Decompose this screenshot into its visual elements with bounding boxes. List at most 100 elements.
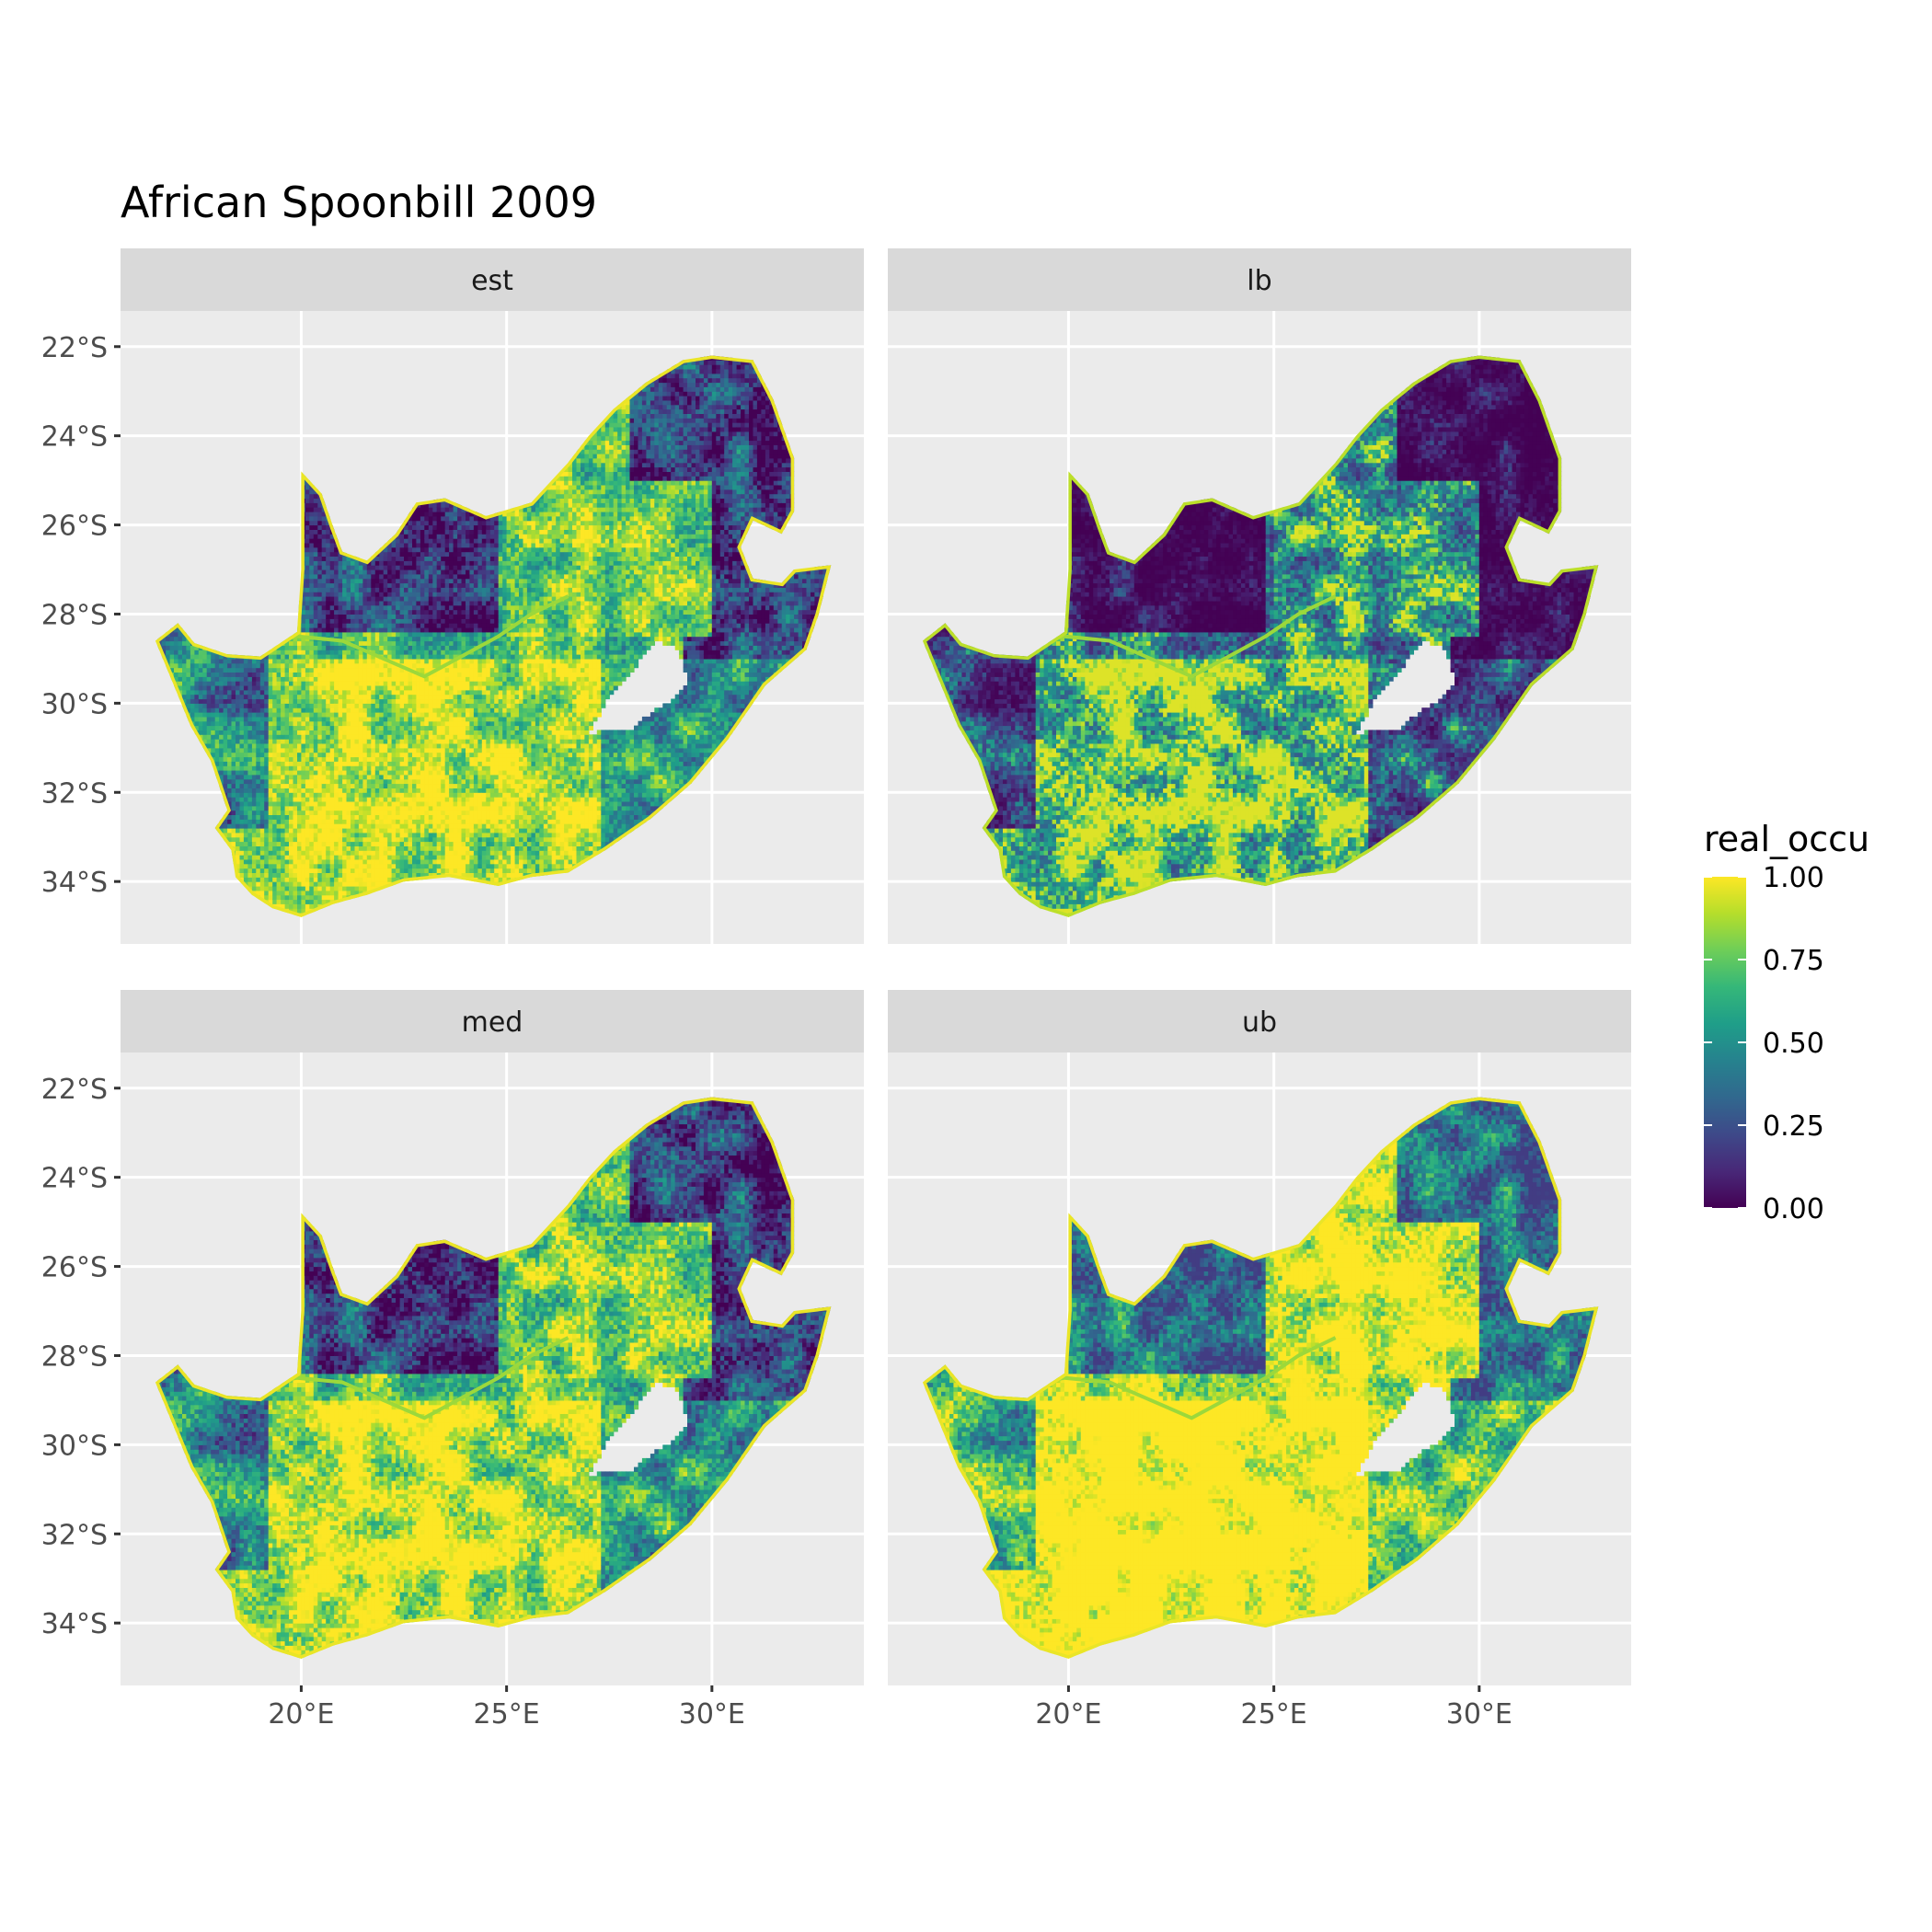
raster-cell: [449, 618, 454, 624]
raster-cell: [416, 667, 421, 673]
raster-cell: [259, 662, 265, 669]
raster-cell: [366, 886, 372, 891]
raster-cell: [309, 712, 315, 718]
raster-cell: [374, 658, 380, 664]
raster-cell: [259, 743, 265, 749]
raster-cell: [387, 569, 393, 575]
raster-cell: [387, 650, 393, 655]
raster-cell: [259, 720, 265, 727]
raster-cell: [461, 832, 466, 838]
raster-cell: [420, 792, 425, 798]
raster-cell: [182, 685, 188, 691]
raster-cell: [432, 662, 438, 669]
raster-cell: [453, 703, 458, 708]
raster-cell: [313, 546, 318, 553]
raster-cell: [399, 565, 405, 570]
raster-cell: [436, 582, 442, 588]
raster-cell: [243, 770, 248, 776]
raster-cell: [444, 855, 450, 860]
raster-cell: [383, 604, 388, 611]
raster-cell: [338, 645, 343, 650]
raster-cell: [289, 694, 294, 700]
raster-cell: [206, 676, 212, 682]
raster-cell: [346, 712, 351, 718]
raster-cell: [420, 542, 425, 548]
raster-cell: [399, 747, 405, 753]
raster-cell: [231, 662, 236, 669]
raster-cell: [351, 716, 356, 722]
raster-cell: [408, 623, 413, 628]
raster-cell: [272, 823, 278, 829]
raster-cell: [351, 573, 356, 580]
raster-cell: [436, 703, 442, 708]
raster-cell: [276, 863, 282, 869]
raster-cell: [284, 739, 290, 744]
raster-cell: [190, 662, 195, 669]
raster-cell: [342, 573, 348, 580]
raster-cell: [326, 720, 331, 727]
raster-cell: [453, 604, 458, 611]
raster-cell: [317, 600, 323, 606]
raster-cell: [436, 573, 442, 580]
raster-cell: [469, 734, 475, 740]
raster-cell: [358, 788, 363, 793]
raster-cell: [453, 592, 458, 597]
raster-cell: [239, 801, 245, 807]
raster-cell: [329, 819, 335, 824]
raster-cell: [251, 823, 257, 829]
raster-cell: [231, 836, 236, 843]
raster-cell: [289, 783, 294, 788]
raster-cell: [408, 614, 413, 619]
raster-cell: [424, 770, 430, 776]
raster-cell: [424, 778, 430, 785]
raster-cell: [351, 743, 356, 749]
raster-cell: [436, 640, 442, 646]
raster-cell: [432, 819, 438, 824]
raster-cell: [329, 712, 335, 718]
raster-cell: [374, 631, 380, 638]
raster-cell: [293, 819, 298, 824]
raster-cell: [399, 845, 405, 851]
raster-cell: [247, 836, 253, 843]
raster-cell: [206, 747, 212, 753]
raster-cell: [477, 819, 483, 824]
raster-cell: [305, 894, 310, 901]
raster-cell: [301, 689, 306, 696]
raster-cell: [391, 765, 397, 771]
raster-cell: [396, 855, 401, 860]
raster-cell: [281, 872, 286, 878]
raster-cell: [461, 747, 466, 753]
raster-cell: [371, 797, 376, 802]
raster-cell: [412, 845, 418, 851]
raster-cell: [441, 716, 446, 722]
raster-cell: [281, 877, 286, 882]
raster-cell: [334, 650, 339, 655]
raster-cell: [334, 819, 339, 824]
raster-cell: [374, 877, 380, 882]
raster-cell: [416, 546, 421, 553]
raster-cell: [358, 614, 363, 619]
raster-cell: [256, 810, 261, 815]
raster-cell: [309, 810, 315, 815]
raster-cell: [256, 778, 261, 785]
raster-cell: [416, 587, 421, 592]
raster-cell: [461, 662, 466, 669]
raster-cell: [346, 681, 351, 686]
raster-cell: [251, 756, 257, 762]
raster-cell: [428, 810, 433, 815]
raster-cell: [354, 565, 360, 570]
raster-cell: [182, 698, 188, 704]
raster-cell: [362, 614, 368, 619]
raster-cell: [338, 556, 343, 561]
raster-cell: [342, 623, 348, 628]
raster-cell: [338, 592, 343, 597]
raster-cell: [239, 739, 245, 744]
raster-cell: [379, 788, 385, 793]
raster-cell: [198, 650, 203, 655]
raster-cell: [391, 604, 397, 611]
raster-cell: [301, 685, 306, 691]
raster-cell: [371, 774, 376, 780]
raster-cell: [272, 774, 278, 780]
raster-cell: [408, 627, 413, 633]
raster-cell: [396, 868, 401, 873]
